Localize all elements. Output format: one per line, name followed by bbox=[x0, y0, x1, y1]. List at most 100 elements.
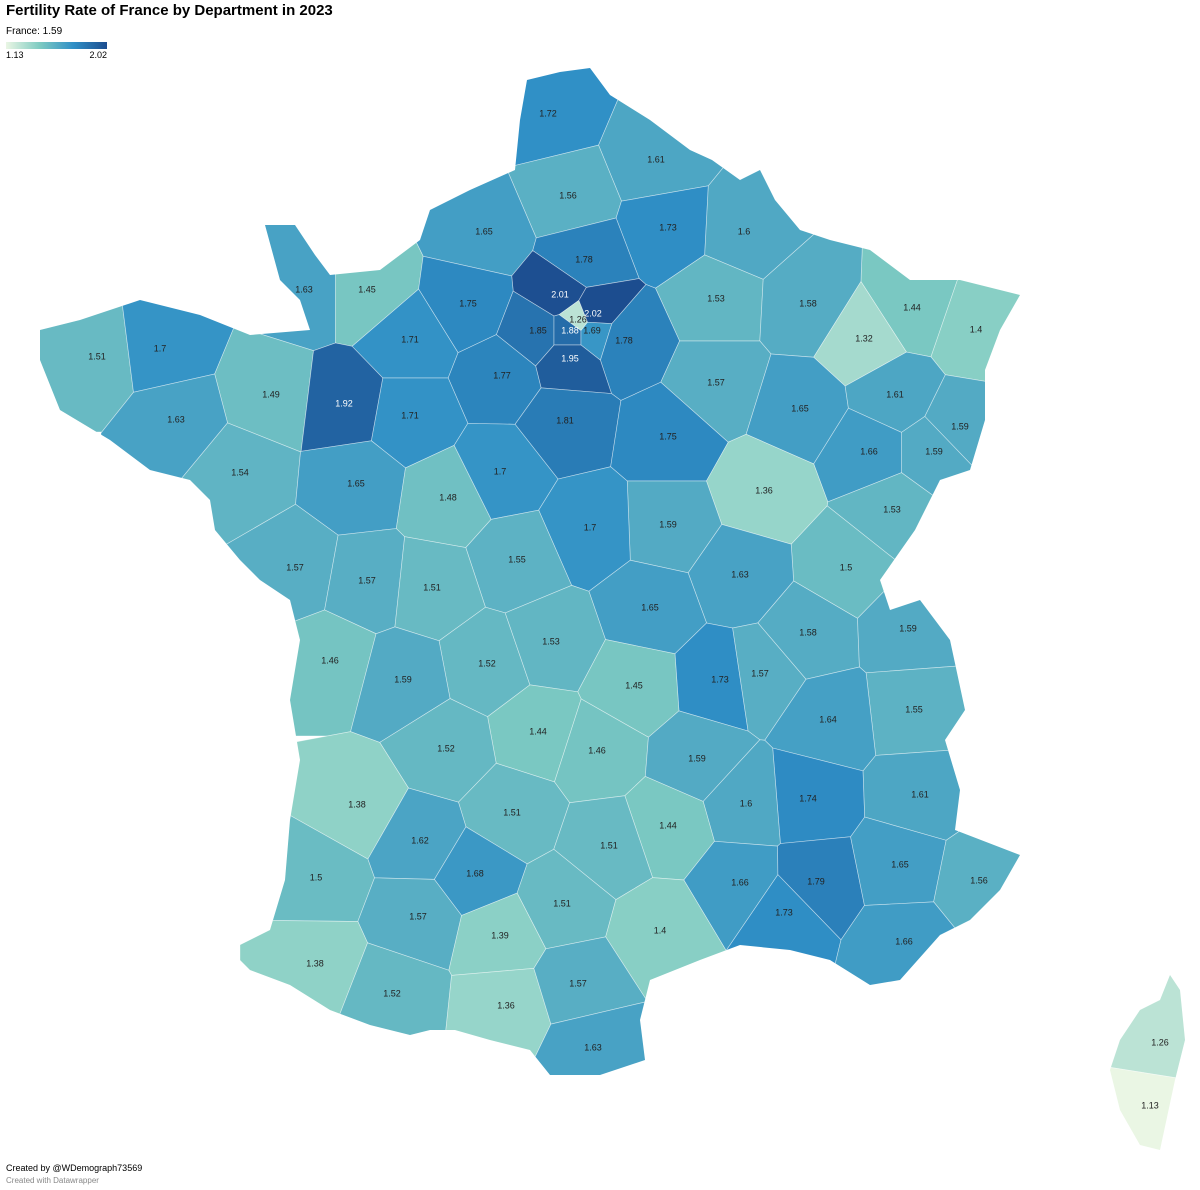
value-label: 1.78 bbox=[575, 254, 593, 264]
value-label: 1.58 bbox=[799, 298, 817, 308]
department bbox=[865, 663, 990, 756]
value-label: 1.65 bbox=[347, 478, 365, 488]
departments bbox=[40, 68, 1185, 1150]
value-label: 1.64 bbox=[819, 714, 837, 724]
value-label: 1.44 bbox=[903, 302, 921, 312]
value-label: 1.58 bbox=[799, 627, 817, 637]
value-label: 1.44 bbox=[529, 726, 547, 736]
value-label: 1.63 bbox=[295, 284, 313, 294]
value-label: 1.72 bbox=[539, 108, 557, 118]
value-label: 1.59 bbox=[394, 674, 412, 684]
value-label: 1.52 bbox=[478, 658, 496, 668]
value-label: 1.36 bbox=[497, 1000, 515, 1010]
value-label: 1.69 bbox=[583, 325, 601, 335]
value-label: 1.54 bbox=[231, 467, 249, 477]
value-label: 1.62 bbox=[411, 835, 429, 845]
value-label: 1.61 bbox=[886, 389, 904, 399]
department bbox=[1074, 1061, 1185, 1150]
department bbox=[1084, 967, 1185, 1088]
department bbox=[930, 254, 1052, 393]
department bbox=[440, 967, 552, 1082]
value-label: 1.63 bbox=[167, 414, 185, 424]
value-label: 2.02 bbox=[584, 308, 602, 318]
value-label: 1.57 bbox=[358, 575, 376, 585]
legend-max: 2.02 bbox=[89, 50, 107, 60]
value-label: 1.49 bbox=[262, 389, 280, 399]
value-label: 1.75 bbox=[659, 431, 677, 441]
legend-min: 1.13 bbox=[6, 50, 24, 60]
value-label: 1.7 bbox=[584, 522, 597, 532]
value-label: 1.36 bbox=[755, 485, 773, 495]
value-label: 1.39 bbox=[491, 930, 509, 940]
value-label: 1.51 bbox=[423, 582, 441, 592]
value-label: 1.48 bbox=[439, 492, 457, 502]
value-label: 1.57 bbox=[409, 911, 427, 921]
value-label: 1.95 bbox=[561, 353, 579, 363]
value-label: 1.55 bbox=[508, 554, 526, 564]
value-label: 1.66 bbox=[895, 936, 913, 946]
department bbox=[239, 919, 368, 1040]
value-label: 1.59 bbox=[899, 623, 917, 633]
value-label: 1.26 bbox=[1151, 1037, 1169, 1047]
value-label: 1.56 bbox=[559, 190, 577, 200]
subtitle: France: 1.59 bbox=[6, 26, 63, 37]
value-label: 1.71 bbox=[401, 334, 419, 344]
value-label: 1.4 bbox=[654, 925, 667, 935]
value-label: 1.74 bbox=[799, 793, 817, 803]
value-label: 1.57 bbox=[751, 668, 769, 678]
value-label: 1.59 bbox=[659, 519, 677, 529]
value-label: 1.59 bbox=[951, 421, 969, 431]
value-label: 1.79 bbox=[807, 876, 825, 886]
source: Created with Datawrapper bbox=[6, 1176, 99, 1185]
value-label: 1.38 bbox=[306, 958, 324, 968]
value-label: 1.51 bbox=[553, 898, 571, 908]
value-label: 1.38 bbox=[348, 799, 366, 809]
value-label: 1.51 bbox=[503, 807, 521, 817]
value-label: 1.65 bbox=[791, 403, 809, 413]
value-label: 1.52 bbox=[437, 743, 455, 753]
value-label: 1.73 bbox=[711, 674, 729, 684]
value-label: 1.57 bbox=[286, 562, 304, 572]
value-label: 2.01 bbox=[551, 289, 569, 299]
value-label: 1.7 bbox=[154, 343, 167, 353]
value-label: 1.26 bbox=[569, 314, 587, 324]
value-label: 1.57 bbox=[707, 377, 725, 387]
value-label: 1.73 bbox=[775, 907, 793, 917]
value-label: 1.61 bbox=[647, 154, 665, 164]
value-label: 1.63 bbox=[731, 569, 749, 579]
value-label: 1.77 bbox=[493, 370, 511, 380]
value-label: 1.53 bbox=[883, 504, 901, 514]
value-label: 1.81 bbox=[556, 415, 574, 425]
value-label: 1.46 bbox=[321, 655, 339, 665]
value-label: 1.45 bbox=[625, 680, 643, 690]
value-label: 1.6 bbox=[738, 226, 751, 236]
value-label: 1.13 bbox=[1141, 1100, 1159, 1110]
value-label: 1.55 bbox=[905, 704, 923, 714]
value-label: 1.71 bbox=[401, 410, 419, 420]
value-label: 1.6 bbox=[740, 798, 753, 808]
labels: 1.72 1.61 1.56 1.73 1.65 1.6 1.78 1.63 1.45 1.53 1… bbox=[88, 108, 1169, 1110]
department bbox=[40, 281, 134, 433]
value-label: 1.44 bbox=[659, 820, 677, 830]
value-label: 1.65 bbox=[891, 859, 909, 869]
value-label: 1.88 bbox=[561, 325, 579, 335]
value-label: 1.59 bbox=[925, 446, 943, 456]
value-label: 1.51 bbox=[88, 351, 106, 361]
value-label: 1.51 bbox=[600, 840, 618, 850]
value-label: 1.52 bbox=[383, 988, 401, 998]
value-label: 1.78 bbox=[615, 335, 633, 345]
value-label: 1.53 bbox=[707, 293, 725, 303]
value-label: 1.45 bbox=[358, 284, 376, 294]
value-label: 1.63 bbox=[584, 1042, 602, 1052]
value-label: 1.66 bbox=[731, 877, 749, 887]
value-label: 1.85 bbox=[529, 325, 547, 335]
value-label: 1.7 bbox=[494, 466, 507, 476]
value-label: 1.32 bbox=[855, 333, 873, 343]
value-label: 1.61 bbox=[911, 789, 929, 799]
value-label: 1.65 bbox=[475, 226, 493, 236]
value-label: 1.73 bbox=[659, 222, 677, 232]
value-label: 1.56 bbox=[970, 875, 988, 885]
value-label: 1.68 bbox=[466, 868, 484, 878]
value-label: 1.53 bbox=[542, 636, 560, 646]
